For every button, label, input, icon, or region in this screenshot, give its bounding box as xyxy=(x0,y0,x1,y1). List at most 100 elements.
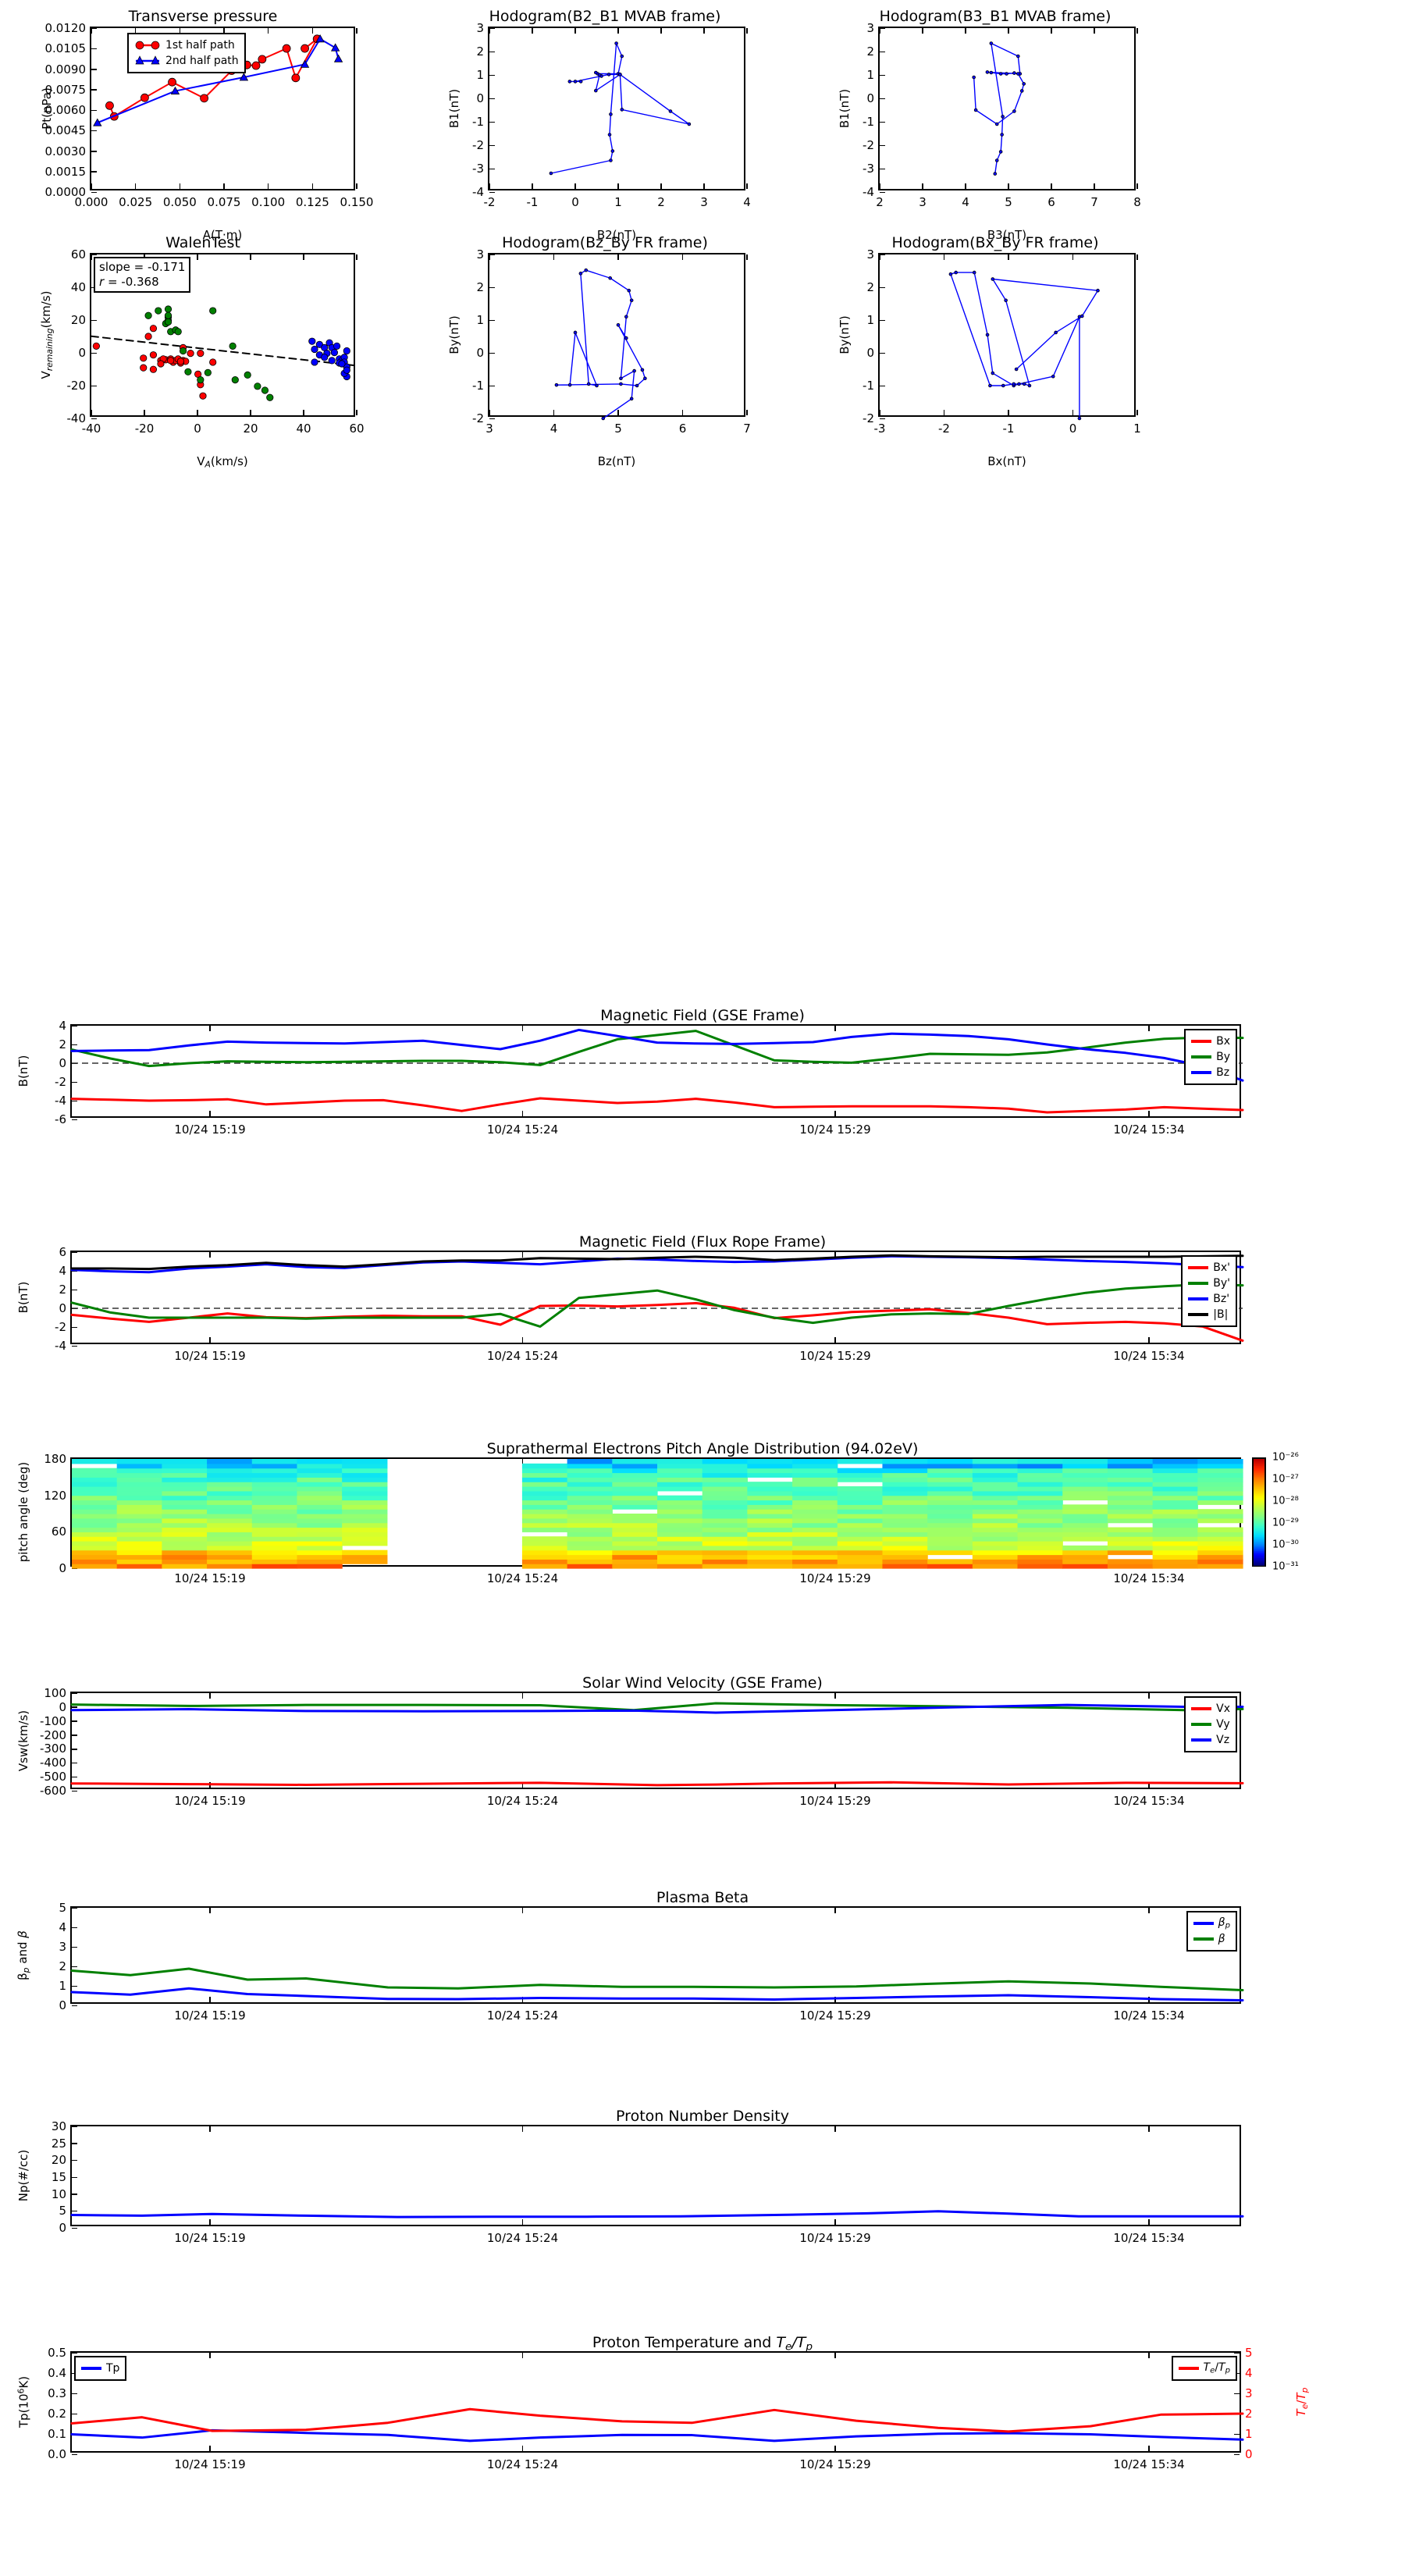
hodogram-bxby-ylabel: By(nT) xyxy=(838,315,852,354)
x-tick-label: 10/24 15:29 xyxy=(799,2231,871,2245)
y-tick-label: 3 xyxy=(476,21,484,35)
data-marker xyxy=(1016,54,1020,59)
heatmap-cell xyxy=(657,1459,703,1464)
tick-mark xyxy=(880,418,885,420)
heatmap-cell xyxy=(972,1559,1019,1564)
legend-item: Vy xyxy=(1191,1717,1230,1732)
tick-mark xyxy=(303,410,304,415)
tick-mark xyxy=(922,28,923,34)
heatmap-cell xyxy=(882,1554,928,1560)
tick-mark xyxy=(834,1908,836,1913)
heatmap-cell xyxy=(162,1472,208,1478)
heatmap-cell xyxy=(1062,1527,1108,1532)
tick-mark xyxy=(834,1782,836,1788)
heatmap-cell xyxy=(1062,1486,1108,1492)
panel-proton-temperature-plot xyxy=(70,2407,1244,2443)
heatmap-cell xyxy=(1017,1559,1063,1564)
heatmap-cell xyxy=(207,1500,253,1505)
panel-pitch-angle-distribution: Suprathermal Electrons Pitch Angle Distr… xyxy=(0,1440,1405,1596)
y-tick-label: 1 xyxy=(476,313,484,327)
beta-legend[interactable]: βp β xyxy=(1186,1911,1237,1952)
heatmap-cell xyxy=(521,1504,568,1510)
data-marker xyxy=(578,272,583,276)
mag-gse-legend[interactable]: Bx By Bz xyxy=(1184,1029,1237,1085)
x-tick-label: 10/24 15:19 xyxy=(174,1349,246,1363)
heatmap-cell xyxy=(927,1490,973,1496)
y-tick-label: 0 xyxy=(476,91,484,105)
heatmap-cell xyxy=(567,1517,613,1524)
heatmap-cell xyxy=(297,1545,343,1551)
heatmap-cell xyxy=(342,1514,388,1519)
legend-label: Bx xyxy=(1216,1035,1230,1048)
data-marker xyxy=(619,376,623,381)
heatmap-cell xyxy=(521,1472,568,1478)
tick-mark xyxy=(72,1735,77,1736)
heatmap-cell xyxy=(162,1486,208,1492)
heatmap-cell xyxy=(207,1517,253,1524)
tick-mark xyxy=(521,1693,524,1699)
data-line xyxy=(556,269,646,419)
data-marker xyxy=(1017,382,1021,386)
heatmap-cell xyxy=(116,1545,162,1551)
y-tick-label: -1 xyxy=(472,115,484,129)
tick-mark xyxy=(1148,2446,1150,2451)
hodogram-b3b1-ylabel: B1(nT) xyxy=(838,88,852,129)
mag-fr-legend[interactable]: Bx' By' Bz' |B| xyxy=(1181,1255,1237,1327)
tick-mark xyxy=(489,144,495,147)
tick-mark xyxy=(1148,1026,1150,1031)
x-tick-label: 2 xyxy=(657,195,665,209)
heatmap-cell xyxy=(612,1459,658,1464)
y-tick-label: 0 xyxy=(476,346,484,360)
heatmap-cell xyxy=(927,1532,973,1537)
hodogram-b3b1-xlabel: B3(nT) xyxy=(987,228,1027,242)
tick-mark xyxy=(72,1025,77,1027)
tick-mark xyxy=(267,28,269,34)
vsw-legend[interactable]: Vx Vy Vz xyxy=(1184,1696,1237,1752)
tick-mark xyxy=(489,191,495,194)
heatmap-cell xyxy=(612,1532,658,1537)
heatmap-cell xyxy=(747,1514,793,1519)
x-tick-label: 10/24 15:24 xyxy=(486,1349,559,1363)
legend-item: Bx xyxy=(1191,1034,1230,1049)
data-marker xyxy=(991,371,995,375)
temp-legend-left[interactable]: Tp xyxy=(74,2356,127,2381)
heatmap-cell xyxy=(251,1554,298,1560)
tick-mark xyxy=(91,130,97,132)
data-marker xyxy=(184,368,192,375)
heatmap-cell xyxy=(116,1517,162,1524)
heatmap-cell xyxy=(251,1500,298,1505)
data-marker xyxy=(315,34,325,43)
x-tick-label: 0.100 xyxy=(251,195,286,209)
tick-mark xyxy=(72,2194,77,2195)
temp-legend-right[interactable]: Te/Tp xyxy=(1171,2356,1237,2381)
heatmap-cell xyxy=(116,1509,162,1514)
data-marker xyxy=(993,172,998,176)
legend-label: 1st half path xyxy=(165,39,235,52)
hodogram-bzby-plot xyxy=(554,268,647,421)
y-tick-label-right: 0 xyxy=(1245,2447,1253,2461)
heatmap-cell xyxy=(747,1500,793,1505)
data-marker xyxy=(149,351,158,359)
x-tick-label: -3 xyxy=(873,422,886,436)
heatmap-cell xyxy=(521,1564,568,1569)
heatmap-cell xyxy=(1062,1495,1108,1501)
x-tick-label: 5 xyxy=(1005,195,1012,209)
heatmap-cell xyxy=(72,1468,118,1474)
heatmap-cell xyxy=(342,1559,388,1564)
tick-mark xyxy=(72,1326,77,1329)
transverse-pressure-legend[interactable]: 1st half path 2nd half path xyxy=(127,33,246,73)
tick-mark xyxy=(521,1337,524,1343)
heatmap-cell xyxy=(612,1554,658,1560)
heatmap-cell xyxy=(792,1536,838,1542)
heatmap-cell xyxy=(567,1509,613,1514)
heatmap-cell xyxy=(1152,1536,1198,1542)
heatmap-cell xyxy=(72,1536,118,1542)
heatmap-cell xyxy=(567,1541,613,1546)
y-tick-label: 1 xyxy=(866,68,874,82)
legend-item: Vz xyxy=(1191,1732,1230,1748)
heatmap-cell xyxy=(1197,1527,1243,1532)
heatmap-cell xyxy=(567,1554,613,1560)
heatmap-cell xyxy=(72,1486,118,1492)
heatmap-cell xyxy=(251,1486,298,1492)
legend-label: Bx' xyxy=(1213,1261,1230,1274)
